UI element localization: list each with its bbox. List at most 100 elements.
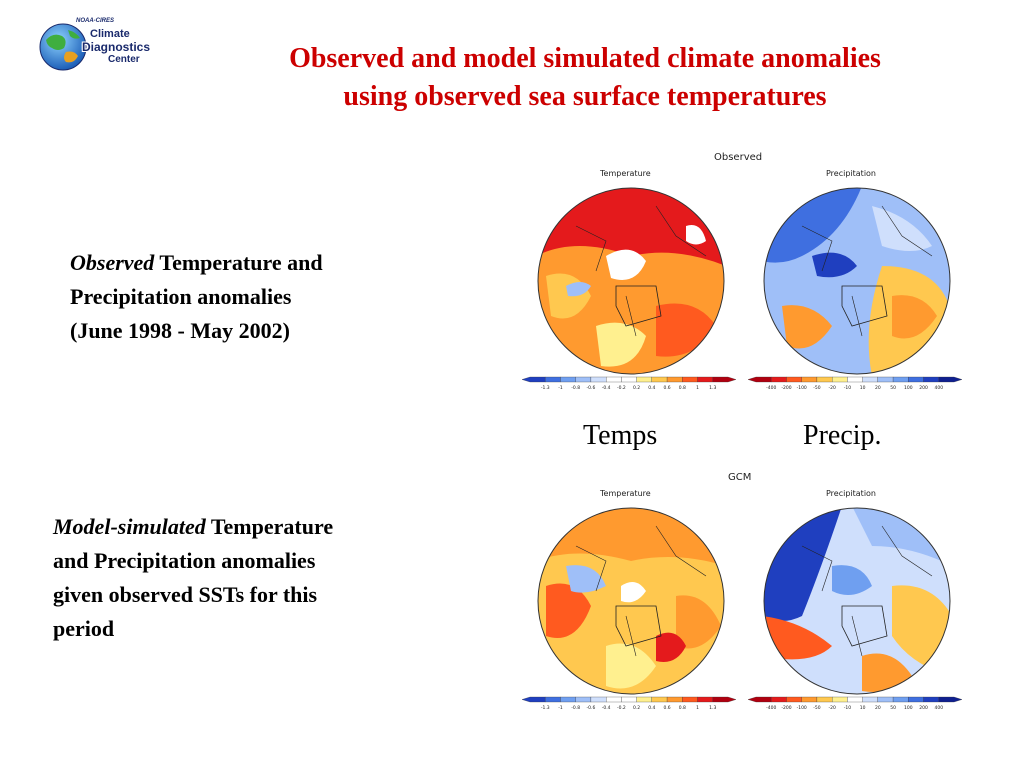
colorbar-segment — [801, 696, 818, 703]
colorbar-tick-label: -0.6 — [587, 705, 596, 711]
colorbar-segment — [682, 696, 698, 703]
colorbar-tick-label: 50 — [890, 385, 896, 391]
colorbar-tick-label: -50 — [813, 705, 820, 711]
colorbar-segment — [877, 696, 894, 703]
observed-desc-line2: Precipitation anomalies — [70, 284, 292, 309]
colorbar-segment — [636, 696, 652, 703]
logo-line-center: Center — [108, 54, 140, 65]
colorbar-tick-label: 400 — [934, 385, 943, 391]
colorbar-tick-label: -400 — [766, 385, 776, 391]
colorbar-segment — [923, 696, 939, 703]
colorbar-tick-label: -1.3 — [541, 385, 550, 391]
gcm-panel-header: GCM — [728, 472, 752, 483]
colorbar-segment — [621, 696, 637, 703]
colorbar-tick-label: -10 — [844, 385, 851, 391]
colorbar-segment — [682, 376, 698, 383]
model-emphasis: Model-simulated — [53, 514, 206, 539]
colorbar-tick-label: -20 — [828, 385, 835, 391]
colorbar-segment — [938, 376, 963, 383]
colorbar-segment — [816, 376, 833, 383]
colorbar-segment — [651, 376, 668, 383]
precip-label: Precip. — [803, 420, 882, 451]
colorbar-tick-label: -200 — [781, 385, 791, 391]
colorbar-segment — [560, 696, 576, 703]
colorbar-tick-label: 10 — [860, 385, 866, 391]
logo-line-climate: Climate — [90, 28, 130, 40]
colorbar-tick-label: -200 — [781, 705, 791, 711]
observed-precip-title: Precipitation — [826, 169, 877, 178]
colorbar-segment — [651, 696, 668, 703]
colorbar-segment — [606, 696, 622, 703]
colorbar-tick-label: 0.4 — [648, 385, 655, 391]
colorbar-tick-label: 200 — [919, 385, 928, 391]
colorbar-tick-label: 0.8 — [679, 705, 686, 711]
colorbar-tick-label: 200 — [919, 705, 928, 711]
colorbar-segment — [666, 376, 683, 383]
colorbar-segment — [621, 376, 637, 383]
gcm-precipitation-map — [763, 507, 951, 695]
observed-temp-title: Temperature — [600, 169, 651, 178]
colorbar-tick-label: -0.8 — [571, 385, 580, 391]
colorbar-tick-label: 400 — [934, 705, 943, 711]
colorbar-tick-label: 50 — [890, 705, 896, 711]
colorbar-segment — [801, 376, 818, 383]
model-description: Model-simulated Temperature and Precipit… — [53, 510, 423, 646]
colorbar-tick-label: 20 — [875, 705, 881, 711]
colorbar-tick-label: -0.4 — [602, 705, 611, 711]
colorbar-segment — [938, 696, 963, 703]
colorbar-tick-label: -1.3 — [541, 705, 550, 711]
colorbar-tick-label: 0.6 — [663, 385, 670, 391]
colorbar-segment — [747, 376, 772, 383]
colorbar-segment — [747, 696, 772, 703]
colorbar-tick-label: 1 — [696, 385, 699, 391]
colorbar-segment — [712, 376, 737, 383]
gcm-temp-colorbar: -1.3 -1 -0.8 -0.6 -0.4 -0.2 0.2 0.4 0.6 0.8 1 1.3 — [521, 696, 737, 711]
colorbar-segment — [575, 696, 592, 703]
slide-title: Observed and model simulated climate ano… — [200, 40, 970, 116]
temps-label: Temps — [583, 420, 658, 451]
colorbar-tick-label: -1 — [558, 705, 563, 711]
colorbar-segment — [832, 696, 848, 703]
logo-line-diagnostics: Diagnostics — [82, 40, 151, 54]
colorbar-tick-label: 0.6 — [663, 705, 670, 711]
colorbar-segment — [771, 696, 787, 703]
model-desc-line3: given observed SSTs for this — [53, 582, 318, 607]
gcm-temp-title: Temperature — [600, 489, 651, 498]
colorbar-segment — [666, 696, 683, 703]
colorbar-tick-label: -50 — [813, 385, 820, 391]
colorbar-segment — [545, 376, 561, 383]
logo-org-text: NOAA-CIRES — [76, 18, 115, 24]
colorbar-tick-label: -1 — [558, 385, 563, 391]
colorbar-tick-label: -0.8 — [571, 705, 580, 711]
observed-temp-colorbar: -1.3 -1 -0.8 -0.6 -0.4 -0.2 0.2 0.4 0.6 0.8 1 1.3 — [521, 376, 737, 391]
colorbar-segment — [606, 376, 622, 383]
colorbar-segment — [816, 696, 833, 703]
colorbar-segment — [847, 696, 863, 703]
colorbar-segment — [771, 376, 787, 383]
colorbar-tick-label: 0.8 — [679, 385, 686, 391]
observed-precipitation-map — [763, 187, 951, 375]
colorbar-segment — [908, 696, 924, 703]
colorbar-segment — [862, 696, 878, 703]
colorbar-segment — [697, 696, 713, 703]
colorbar-tick-label: 100 — [904, 385, 913, 391]
colorbar-segment — [590, 376, 607, 383]
colorbar-tick-label: -10 — [844, 705, 851, 711]
colorbar-segment — [908, 376, 924, 383]
model-desc-line2: and Precipitation anomalies — [53, 548, 316, 573]
model-desc-line1: Temperature — [205, 514, 334, 539]
observed-temperature-map — [537, 187, 725, 375]
observed-precip-colorbar: -400 -200 -100 -50 -20 -10 10 20 50 100 200 400 — [747, 376, 963, 391]
observed-emphasis: Observed — [70, 250, 155, 275]
colorbar-segment — [892, 696, 909, 703]
colorbar-tick-label: -0.4 — [602, 385, 611, 391]
colorbar-tick-label: 1.3 — [709, 385, 716, 391]
observed-desc-line1: Temperature and — [154, 250, 323, 275]
gcm-precip-colorbar: -400 -200 -100 -50 -20 -10 10 20 50 100 200 400 — [747, 696, 963, 711]
colorbar-tick-label: 0.2 — [633, 385, 640, 391]
title-line-1: Observed and model simulated climate ano… — [289, 43, 881, 74]
colorbar-tick-label: -20 — [828, 705, 835, 711]
globe-icon — [39, 23, 87, 71]
colorbar-segment — [862, 376, 878, 383]
colorbar-segment — [786, 376, 802, 383]
